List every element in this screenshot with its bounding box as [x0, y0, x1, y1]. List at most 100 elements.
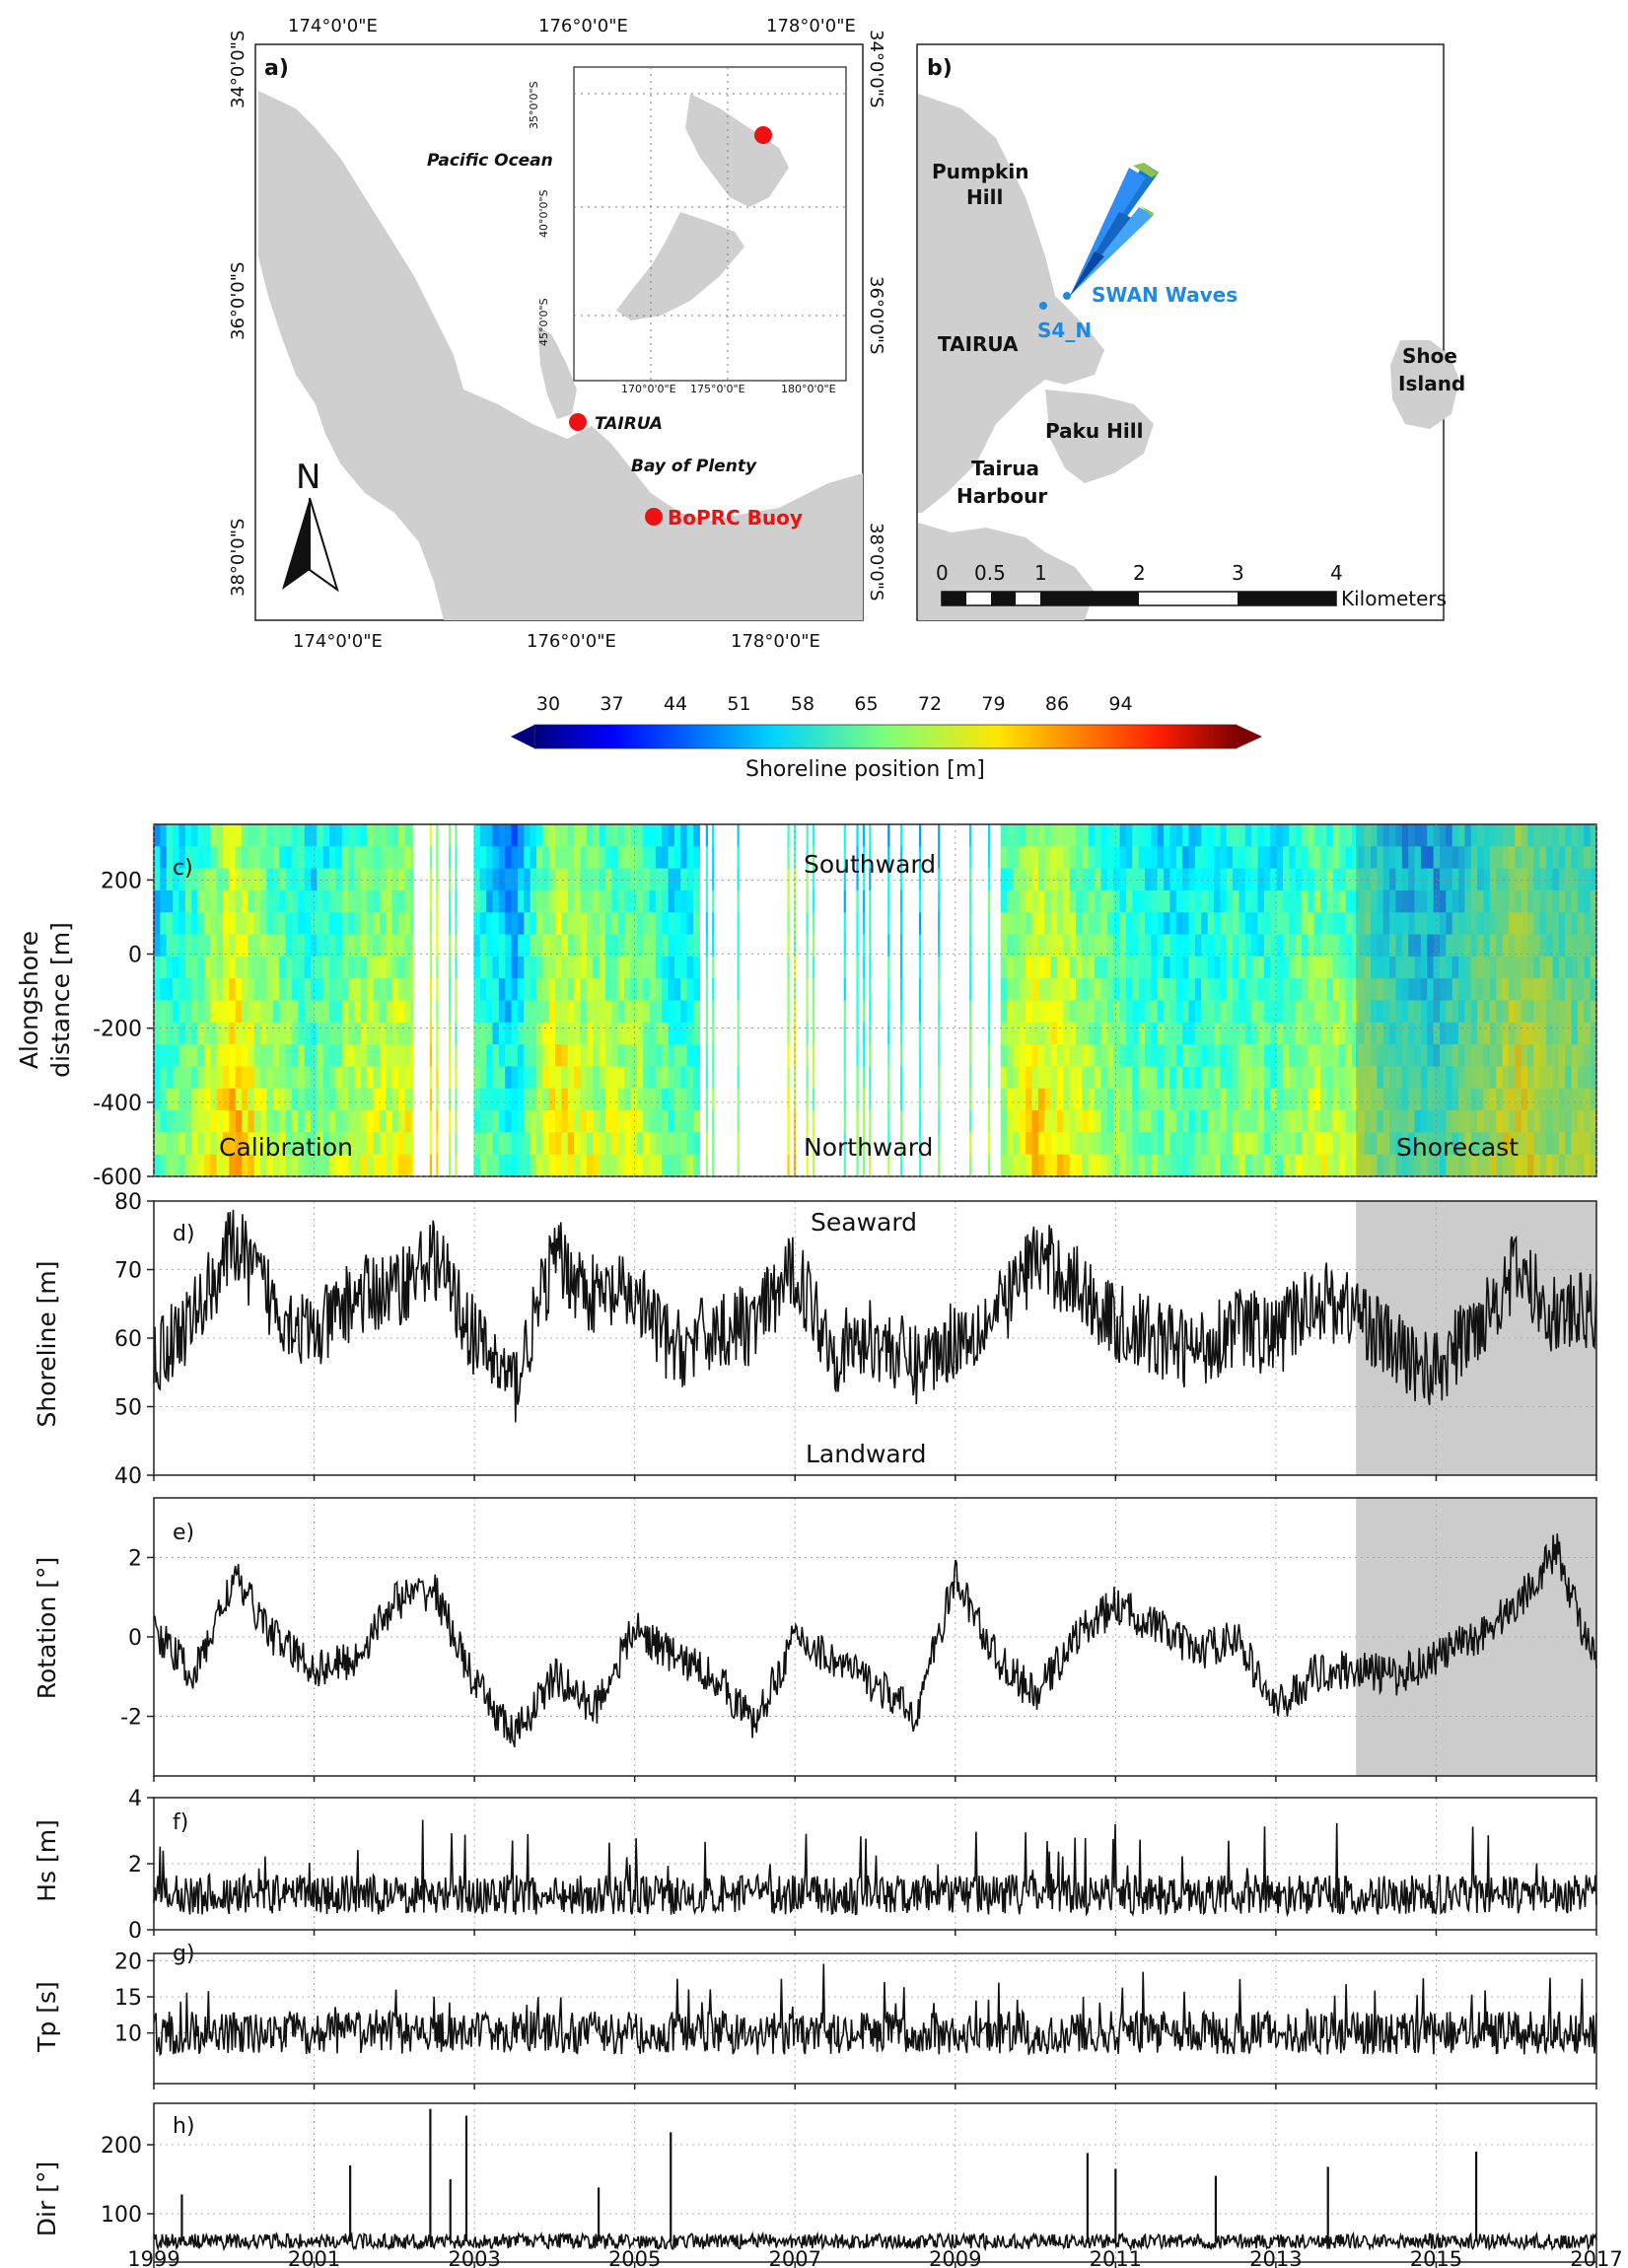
heatmap-cell	[1095, 868, 1102, 891]
heatmap-cell	[1088, 1154, 1096, 1176]
heatmap-cell	[968, 846, 972, 870]
heatmap-cell	[1401, 1132, 1409, 1156]
heatmap-cell	[1339, 1088, 1347, 1111]
heatmap-cell	[1565, 846, 1573, 870]
heatmap-cell	[649, 1044, 657, 1068]
heatmap-cell	[919, 1110, 922, 1133]
colorbar-tick: 58	[791, 693, 814, 715]
heatmap-cell	[862, 868, 866, 891]
heatmap-cell	[304, 1000, 312, 1024]
y-tick-label: -600	[93, 1166, 142, 1190]
heatmap-cell	[1289, 1044, 1297, 1068]
heatmap-cell	[624, 824, 632, 847]
heatmap-cell	[1069, 1066, 1077, 1090]
heatmap-cell	[285, 1088, 293, 1111]
heatmap-cell	[1082, 934, 1090, 957]
heatmap-cell	[197, 1066, 205, 1090]
heatmap-cell	[856, 1132, 859, 1156]
heatmap-cell	[248, 846, 255, 870]
heatmap-cell	[191, 1044, 199, 1068]
heatmap-cell	[1063, 1132, 1071, 1156]
heatmap-cell	[1220, 1044, 1228, 1068]
heatmap-cell	[1571, 1044, 1579, 1068]
heatmap-cell	[1489, 956, 1497, 979]
heatmap-cell	[1031, 824, 1039, 847]
heatmap-cell	[1019, 1000, 1026, 1024]
heatmap-cell	[253, 1022, 261, 1045]
heatmap-cell	[1377, 1110, 1384, 1133]
paku-hill-land	[1045, 390, 1154, 483]
heatmap-cell	[253, 889, 261, 913]
heatmap-cell	[1420, 868, 1428, 891]
heatmap-cell	[1502, 1154, 1510, 1176]
heatmap-cell	[787, 1044, 790, 1068]
heatmap-cell	[887, 846, 890, 870]
heatmap-cell	[862, 1044, 866, 1068]
heatmap-cell	[1076, 1000, 1084, 1024]
y-tick-label: 40	[114, 1464, 142, 1489]
heatmap-cell	[693, 889, 700, 913]
heatmap-cell	[1339, 1000, 1347, 1024]
heatmap-cell	[191, 956, 199, 979]
heatmap-cell	[341, 846, 349, 870]
heatmap-cell	[203, 1110, 211, 1133]
heatmap-cell	[279, 956, 287, 979]
heatmap-cell	[498, 978, 506, 1002]
heatmap-cell	[1590, 1066, 1596, 1090]
map-a-lat-left: 38°0'0"S	[228, 519, 248, 597]
heatmap-cell	[1106, 1022, 1114, 1045]
heatmap-cell	[1119, 1154, 1127, 1176]
heatmap-cell	[662, 1132, 670, 1156]
heatmap-cell	[555, 978, 563, 1002]
heatmap-cell	[1527, 1110, 1534, 1133]
heatmap-cell	[272, 868, 280, 891]
heatmap-cell	[379, 1000, 387, 1024]
heatmap-cell	[398, 824, 406, 847]
plot-background	[154, 1953, 1596, 2084]
heatmap-cell	[737, 1066, 740, 1090]
heatmap-cell	[611, 1088, 619, 1111]
heatmap-cell	[536, 846, 543, 870]
heatmap-cell	[737, 1154, 740, 1176]
heatmap-cell	[1439, 868, 1447, 891]
heatmap-cell	[561, 1110, 569, 1133]
heatmap-cell	[555, 1110, 563, 1133]
heatmap-cell	[492, 1066, 500, 1090]
heatmap-cell	[1584, 1088, 1592, 1111]
heatmap-cell	[1182, 1088, 1190, 1111]
heatmap-cell	[1233, 1022, 1240, 1045]
heatmap-cell	[235, 868, 243, 891]
heatmap-cell	[166, 889, 174, 913]
heatmap-cell	[1088, 1044, 1096, 1068]
heatmap-cell	[1188, 912, 1196, 936]
heatmap-cell	[1276, 912, 1284, 936]
heatmap-cell	[1082, 1110, 1090, 1133]
heatmap-cell	[1169, 978, 1177, 1002]
heatmap-cell	[348, 824, 356, 847]
heatmap-cell	[1095, 1154, 1102, 1176]
heatmap-cell	[1527, 934, 1534, 957]
panel-g-ylabel: Tp [s]	[33, 1981, 61, 2053]
heatmap-cell	[479, 1088, 487, 1111]
heatmap-cell	[737, 912, 740, 936]
heatmap-cell	[1527, 1088, 1534, 1111]
heatmap-cell	[787, 1066, 790, 1090]
heatmap-cell	[505, 1022, 513, 1045]
heatmap-cell	[649, 1088, 657, 1111]
heatmap-cell	[1295, 978, 1303, 1002]
heatmap-cell	[285, 1132, 293, 1156]
heatmap-cell	[1496, 824, 1504, 847]
heatmap-cell	[1244, 889, 1252, 913]
heatmap-cell	[1308, 912, 1315, 936]
heatmap-cell	[1433, 846, 1441, 870]
heatmap-cell	[1558, 1066, 1566, 1090]
heatmap-cell	[486, 956, 494, 979]
heatmap-cell	[856, 1110, 859, 1133]
heatmap-cell	[787, 956, 790, 979]
heatmap-cell	[680, 868, 688, 891]
heatmap-cell	[322, 1088, 330, 1111]
heatmap-cell	[1169, 1022, 1177, 1045]
heatmap-cell	[737, 1088, 740, 1111]
heatmap-cell	[1063, 1000, 1071, 1024]
heatmap-cell	[1558, 1044, 1566, 1068]
